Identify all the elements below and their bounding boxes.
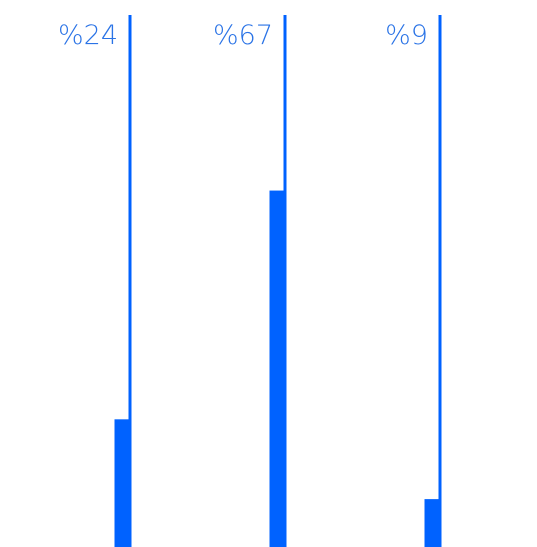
bar-track-line-1 xyxy=(128,15,132,547)
chart-marks: %24 %67 %9 xyxy=(58,15,442,547)
bar-2 xyxy=(269,190,287,547)
data-label-1: %24 xyxy=(58,20,118,51)
bar-3 xyxy=(424,499,442,547)
data-label-2: %67 xyxy=(213,20,273,51)
bar-track-line-3 xyxy=(438,15,442,547)
bar-track-line-2 xyxy=(283,15,287,547)
data-label-3: %9 xyxy=(385,20,428,51)
bar-1 xyxy=(114,419,132,547)
